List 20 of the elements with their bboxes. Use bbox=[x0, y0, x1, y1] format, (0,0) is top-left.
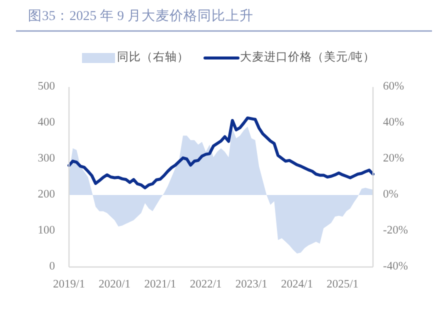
y2tick: 60% bbox=[383, 80, 404, 93]
y2tick: -20% bbox=[383, 224, 408, 237]
xtick: 2020/1 bbox=[98, 278, 131, 291]
xtick: 2025/1 bbox=[326, 278, 359, 291]
y2tick: 20% bbox=[383, 152, 404, 165]
ytick: 500 bbox=[38, 80, 55, 93]
y2tick: 40% bbox=[383, 116, 404, 129]
xtick: 2019/1 bbox=[53, 278, 85, 291]
ytick: 100 bbox=[38, 224, 55, 237]
y2tick: -40% bbox=[383, 260, 408, 273]
ytick: 400 bbox=[38, 116, 55, 129]
title: 图35：2025 年 9 月大麦价格同比上升 bbox=[28, 8, 254, 24]
xtick: 2024/1 bbox=[281, 278, 313, 291]
xtick: 2023/1 bbox=[235, 278, 268, 291]
ytick: 300 bbox=[38, 152, 55, 165]
xtick: 2021/1 bbox=[144, 278, 176, 291]
ytick: 0 bbox=[49, 260, 55, 273]
y2tick: 0% bbox=[383, 188, 398, 201]
xtick: 2022/1 bbox=[190, 278, 222, 291]
ytick: 200 bbox=[38, 188, 55, 201]
